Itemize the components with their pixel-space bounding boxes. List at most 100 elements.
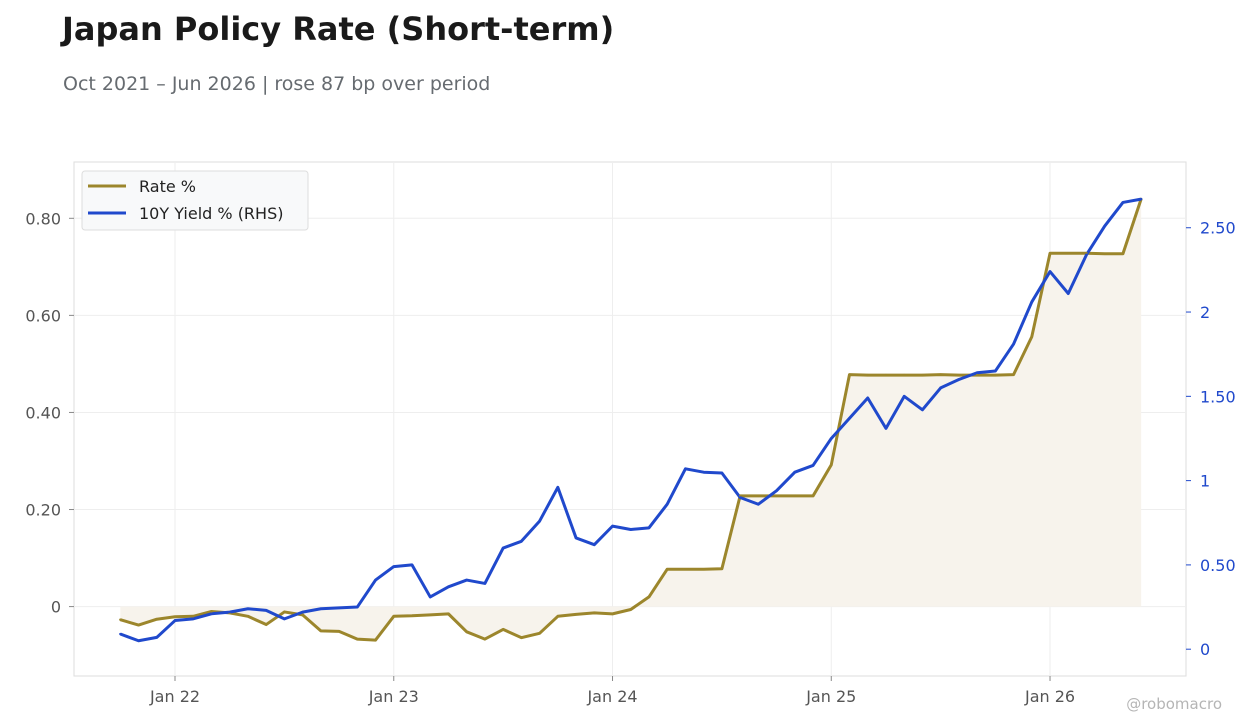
yield-data-point (574, 536, 578, 540)
yield-data-point (1121, 201, 1125, 204)
yield-data-point (192, 617, 195, 621)
yield-data-point (556, 486, 560, 489)
rate-data-point (483, 637, 487, 641)
y-right-tick-label: 1.50 (1200, 387, 1236, 406)
rate-data-point (957, 373, 961, 377)
rate-data-point (137, 623, 140, 627)
yield-data-point (866, 396, 869, 400)
yield-data-point (319, 607, 323, 610)
rate-data-point (283, 610, 286, 614)
yield-data-point (702, 470, 705, 474)
yield-data-point (757, 503, 760, 506)
rate-data-point (994, 373, 997, 377)
rate-data-point (264, 623, 268, 626)
rate-data-point (538, 632, 541, 635)
yield-data-point (884, 427, 888, 430)
yield-data-point (1085, 253, 1088, 256)
rate-data-point (611, 612, 614, 616)
rate-data-point (593, 611, 596, 615)
yield-data-point (1139, 197, 1143, 201)
yield-data-point (720, 471, 724, 475)
rate-data-point (975, 373, 979, 377)
rate-data-point (684, 568, 687, 571)
axes: Jan 22 Jan 23 Jan 24 Jan 25 Jan 26 0 0.20 0.40 0… (25, 209, 1235, 706)
page-title: Japan Policy Rate (Short-term) (62, 10, 615, 48)
yield-data-point (593, 543, 596, 546)
x-tick-label: Jan 23 (368, 687, 419, 706)
yield-data-point (939, 386, 942, 390)
y-left-tick-label: 0.20 (25, 501, 61, 520)
yield-data-point (647, 526, 651, 530)
yield-data-point (611, 524, 614, 528)
yield-data-point (447, 585, 450, 589)
yield-data-point (811, 464, 815, 467)
yield-data-point (975, 371, 979, 374)
yield-data-point (501, 546, 505, 550)
rate-data-point (720, 567, 724, 570)
yield-data-point (374, 578, 377, 582)
yield-data-point (228, 610, 231, 614)
y-left-tick-label: 0.80 (25, 209, 61, 228)
rate-data-point (702, 568, 705, 571)
yield-data-point (210, 612, 213, 615)
rate-data-point (501, 628, 505, 631)
credit-watermark: @robomacro (1126, 695, 1222, 713)
rate-data-point (392, 615, 395, 618)
x-tick-label: Jan 25 (805, 687, 856, 706)
yield-data-point (1067, 292, 1070, 295)
y-right-tick-label: 1 (1200, 472, 1210, 491)
rate-data-point (629, 608, 632, 611)
data-points (119, 197, 1143, 642)
yield-data-point (520, 540, 523, 543)
yield-data-point (921, 408, 924, 412)
y-right-tick-label: 0 (1200, 640, 1210, 659)
rate-data-point (775, 494, 778, 498)
y-right-tick-label: 2 (1200, 303, 1210, 322)
plot-frame (73, 161, 1187, 677)
yield-data-point (1012, 342, 1015, 346)
rate-data-point (337, 630, 341, 633)
rate-data-point (374, 638, 377, 642)
rate-data-point (319, 629, 323, 633)
rate-data-point (155, 618, 158, 621)
yield-data-point (957, 378, 961, 381)
rate-data-point (811, 494, 815, 498)
yield-data-point (684, 467, 687, 471)
yield-data-point (392, 565, 395, 568)
yield-data-point (246, 607, 250, 610)
yield-data-point (1048, 270, 1052, 273)
rate-data-point (666, 568, 669, 571)
rate-data-point (301, 613, 304, 617)
y-right-tick-label: 2.50 (1200, 219, 1236, 238)
yield-data-point (629, 528, 632, 531)
rate-data-point (1030, 335, 1033, 338)
rate-data-point (647, 595, 651, 599)
yield-data-point (775, 489, 778, 492)
rate-data-point (410, 614, 414, 618)
yield-data-point (301, 610, 304, 614)
yield-data-point (337, 606, 341, 610)
x-tick-label: Jan 22 (149, 687, 200, 706)
rate-data-point (884, 373, 888, 377)
rate-data-point (520, 636, 523, 639)
rate-data-point (848, 373, 851, 376)
yield-data-point (429, 595, 432, 599)
yield-data-point (1030, 300, 1033, 304)
rate-area (120, 198, 1142, 641)
yield-data-point (173, 619, 177, 622)
rate-data-point (1012, 373, 1015, 376)
yield-data-point (538, 519, 541, 523)
rate-data-point (1067, 252, 1070, 255)
legend-box (81, 170, 309, 231)
yield-data-point (666, 503, 669, 506)
legend-label-rate: Rate % (139, 177, 196, 196)
x-tick-label: Jan 24 (586, 687, 637, 706)
rate-data-point (246, 615, 250, 618)
legend-label-yield: 10Y Yield % (RHS) (139, 204, 283, 223)
rate-data-point (173, 615, 177, 618)
rate-data-point (866, 373, 869, 377)
yield-data-point (994, 369, 997, 373)
yield-data-point (283, 617, 286, 621)
rate-data-point (921, 373, 924, 377)
x-tick-label: Jan 26 (1024, 687, 1075, 706)
